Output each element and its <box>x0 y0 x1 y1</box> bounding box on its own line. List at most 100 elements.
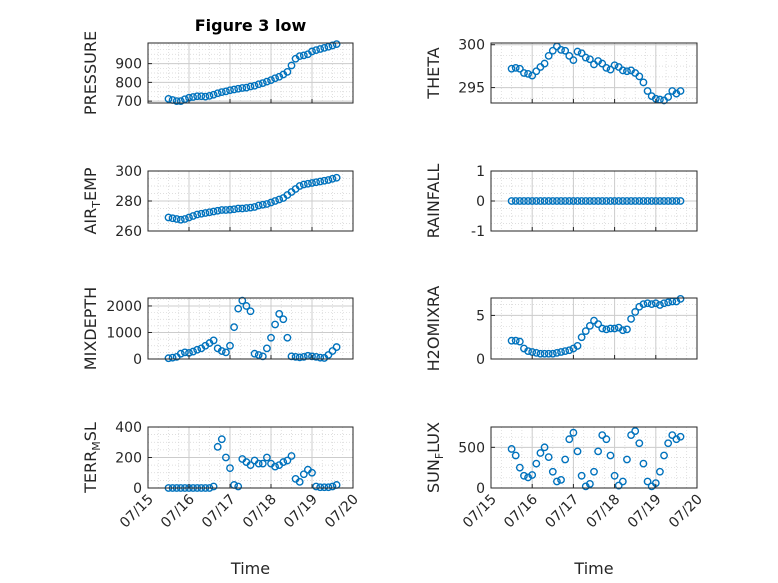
data-point <box>262 344 271 353</box>
data-point <box>618 477 627 486</box>
y-tick-label: 0 <box>133 481 142 497</box>
data-point <box>172 97 181 106</box>
data-point <box>299 352 308 361</box>
data-point <box>668 197 677 205</box>
data-point <box>639 459 648 468</box>
data-point <box>299 51 308 60</box>
data-point <box>647 300 656 308</box>
data-point <box>577 49 586 58</box>
data-point <box>656 467 664 476</box>
data-point <box>610 324 619 333</box>
data-point <box>536 197 545 205</box>
data-point <box>180 215 189 223</box>
y-axis-label: PRESSURE <box>81 31 100 115</box>
x-tick-label: 07/19 <box>625 492 665 532</box>
axes-mixdepth: 0 1000 2000 MIXDEPTH <box>81 287 354 370</box>
data-point <box>528 197 537 205</box>
data-point <box>205 91 214 100</box>
data-point <box>201 209 210 217</box>
data-point <box>590 197 598 205</box>
data-point <box>209 482 218 491</box>
data-point <box>287 452 296 460</box>
data-point <box>295 182 304 190</box>
data-point <box>532 197 541 205</box>
y-tick-label: 700 <box>115 94 142 110</box>
data-point <box>573 342 582 350</box>
data-point <box>569 197 578 205</box>
axes-rainfall: -1 0 1 RAINFALL <box>424 164 698 240</box>
data-point <box>643 197 652 205</box>
data-point <box>623 455 631 464</box>
data-point <box>520 197 528 205</box>
data-point <box>606 324 615 333</box>
data-point <box>312 482 320 491</box>
data-point <box>221 453 230 462</box>
data-point <box>262 200 271 208</box>
data-point <box>180 95 189 104</box>
data-point <box>324 483 333 492</box>
data-point <box>164 354 173 363</box>
data-point <box>585 480 594 488</box>
data-point <box>275 310 284 318</box>
data-point <box>275 72 284 81</box>
x-tick-label: 07/20 <box>322 492 362 532</box>
data-point <box>606 451 615 460</box>
data-point <box>528 471 537 479</box>
data-point <box>565 51 574 60</box>
data-point <box>279 315 288 324</box>
axes-terr-msl: 0 200 400 TERRMSL 07/15 07/16 07/17 07/18 07/19 0… <box>81 420 362 578</box>
data-point <box>520 69 528 77</box>
data-point <box>573 197 582 205</box>
data-point <box>553 477 561 486</box>
data-point <box>176 215 185 224</box>
data-point <box>238 296 247 305</box>
data-point <box>594 320 603 329</box>
x-tick-label: 07/15 <box>460 492 500 532</box>
x-tick-label: 07/16 <box>501 491 541 531</box>
data-point <box>602 325 611 334</box>
data-point <box>316 353 325 362</box>
data-point <box>172 215 181 223</box>
data-point <box>631 427 640 435</box>
data-point <box>209 336 218 345</box>
data-point <box>536 349 545 358</box>
data-point <box>332 173 341 182</box>
data-point <box>507 197 516 205</box>
data-point <box>577 197 586 205</box>
y-tick-label: 0 <box>476 352 485 368</box>
data-point <box>250 81 259 90</box>
data-point <box>635 197 644 205</box>
data-point <box>544 453 553 461</box>
data-point <box>234 84 243 93</box>
data-point <box>511 451 520 460</box>
data-point <box>238 204 247 213</box>
data-point <box>511 197 520 205</box>
data-point <box>548 197 557 205</box>
data-point <box>189 212 198 220</box>
data-point <box>168 353 177 362</box>
x-tick-label: 07/19 <box>281 492 321 532</box>
y-tick-label: 900 <box>115 57 142 73</box>
data-point <box>672 197 681 205</box>
data-point <box>553 197 561 205</box>
data-point <box>328 174 337 183</box>
data-point <box>651 299 660 308</box>
data-point <box>676 294 685 303</box>
data-point <box>320 43 329 52</box>
data-point <box>332 343 341 351</box>
data-point <box>585 321 594 330</box>
data-point <box>631 308 640 316</box>
data-point <box>532 459 541 468</box>
axes-theta: 295 300 THETA <box>424 38 698 105</box>
data-point <box>267 198 275 207</box>
data-point <box>324 176 333 184</box>
data-point <box>271 320 279 329</box>
x-axis-label: Time <box>230 559 270 578</box>
data-point <box>524 197 532 205</box>
data-point <box>217 88 226 97</box>
data-point <box>328 482 337 491</box>
data-point <box>635 72 644 81</box>
data-point <box>610 197 619 205</box>
data-point <box>221 87 230 96</box>
data-point <box>520 471 528 480</box>
